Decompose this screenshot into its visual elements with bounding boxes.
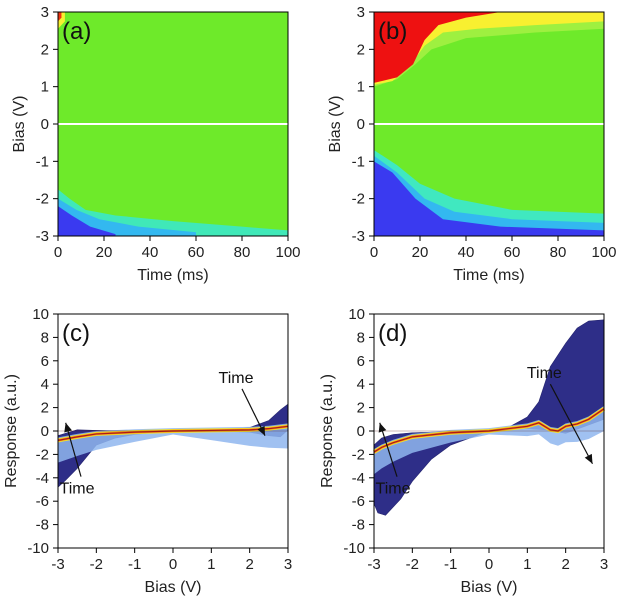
- response-curve-final: [373, 408, 605, 453]
- x-tick-label: -1: [444, 556, 457, 573]
- x-tick-label: 3: [600, 556, 608, 573]
- y-tick-label: 10: [348, 306, 365, 323]
- time-arrow-head: [257, 425, 265, 436]
- annotation-time-label: Time: [60, 481, 95, 498]
- annotation-time-label: Time: [376, 481, 411, 498]
- y-tick-label: 1: [41, 79, 49, 96]
- x-tick-label: 80: [550, 244, 567, 261]
- y-tick-label: 2: [41, 41, 49, 58]
- y-tick-label: 0: [41, 116, 49, 133]
- y-tick-label: 6: [357, 353, 365, 370]
- time-arrow-shaft: [379, 422, 398, 477]
- y-tick-label: 1: [357, 79, 365, 96]
- x-tick-label: 1: [207, 556, 215, 573]
- y-tick-label: -3: [36, 228, 49, 245]
- x-tick-label: -2: [406, 556, 419, 573]
- time-arrow-shaft: [549, 383, 594, 465]
- x-tick-label: 0: [370, 244, 378, 261]
- y-tick-label: -2: [352, 446, 365, 463]
- x-tick-label: 100: [275, 244, 300, 261]
- time-arrow-head: [64, 422, 72, 433]
- x-tick-label: -1: [128, 556, 141, 573]
- panel-a: 0 20 40 60 80 100 -3 -2 -1 0 1 2 3 Time (ms) Bias (V) (…: [11, 4, 301, 284]
- y-tick-label: -8: [36, 517, 49, 534]
- y-tick-label: -1: [36, 153, 49, 170]
- y-tick-label: -6: [352, 493, 365, 510]
- x-tick-label: 40: [458, 244, 475, 261]
- time-arrow-head: [584, 453, 593, 464]
- y-tick-label: 0: [41, 423, 49, 440]
- panel-label: (a): [62, 18, 91, 45]
- y-tick-label: 10: [32, 306, 49, 323]
- y-tick-label: 2: [41, 400, 49, 417]
- x-tick-label: 1: [523, 556, 531, 573]
- x-tick-label: 0: [169, 556, 177, 573]
- annotation-time-label: Time: [527, 365, 562, 382]
- y-tick-label: 6: [41, 353, 49, 370]
- x-tick-label: 3: [284, 556, 292, 573]
- y-tick-label: 2: [357, 41, 365, 58]
- time-arrow-head: [378, 422, 387, 433]
- y-axis-label: Bias (V): [11, 96, 28, 153]
- heatmap-blue-region: [58, 206, 116, 236]
- time-arrow-shaft: [65, 422, 82, 477]
- y-tick-label: 8: [41, 329, 49, 346]
- x-axis-label: Bias (V): [145, 579, 202, 596]
- y-tick-label: -2: [352, 191, 365, 208]
- x-tick-label: 60: [188, 244, 205, 261]
- y-tick-label: -1: [352, 153, 365, 170]
- x-axis-label: Bias (V): [461, 579, 518, 596]
- y-axis-label: Response (a.u.): [3, 374, 20, 488]
- x-tick-label: 20: [96, 244, 113, 261]
- y-tick-label: 0: [357, 116, 365, 133]
- x-tick-label: 0: [54, 244, 62, 261]
- y-tick-label: -3: [352, 228, 365, 245]
- y-tick-label: 4: [357, 376, 365, 393]
- x-tick-label: 20: [412, 244, 429, 261]
- heatmap-red-corner: [58, 12, 62, 22]
- y-tick-label: -2: [36, 446, 49, 463]
- x-tick-label: 80: [234, 244, 251, 261]
- x-tick-label: 40: [142, 244, 159, 261]
- x-tick-label: -2: [90, 556, 103, 573]
- y-axis-label: Response (a.u.): [319, 374, 336, 488]
- panel-label: (d): [378, 320, 407, 347]
- panel-b: 0 20 40 60 80 100 -3 -2 -1 0 1 2 3 Time (ms) Bias (V) (…: [327, 4, 617, 284]
- x-tick-label: -3: [367, 556, 380, 573]
- heatmap-blue-region: [374, 161, 604, 236]
- y-axis-label: Bias (V): [327, 96, 344, 153]
- annotation-time-label: Time: [219, 370, 254, 387]
- y-tick-label: -8: [352, 517, 365, 534]
- x-tick-label: 60: [504, 244, 521, 261]
- x-axis-label: Time (ms): [137, 267, 208, 284]
- heatmap-lightblue-region: [58, 198, 196, 236]
- x-tick-label: -3: [51, 556, 64, 573]
- panel-label: (c): [62, 320, 90, 347]
- x-tick-label: 100: [591, 244, 616, 261]
- y-tick-label: 3: [41, 4, 49, 21]
- y-tick-label: 8: [357, 329, 365, 346]
- x-tick-label: 2: [245, 556, 253, 573]
- y-tick-label: 3: [357, 4, 365, 21]
- heatmap-red-region: [374, 12, 501, 83]
- y-tick-label: 2: [357, 400, 365, 417]
- y-tick-label: -6: [36, 493, 49, 510]
- x-tick-label: 2: [561, 556, 569, 573]
- y-tick-label: -4: [36, 470, 49, 487]
- y-tick-label: 4: [41, 376, 49, 393]
- y-tick-label: -2: [36, 191, 49, 208]
- x-axis-label: Time (ms): [453, 267, 524, 284]
- y-tick-label: -10: [343, 540, 365, 557]
- y-tick-label: -4: [352, 470, 365, 487]
- y-tick-label: 0: [357, 423, 365, 440]
- x-tick-label: 0: [485, 556, 493, 573]
- y-tick-label: -10: [27, 540, 49, 557]
- response-band-light: [374, 405, 604, 475]
- panel-label: (b): [378, 18, 407, 45]
